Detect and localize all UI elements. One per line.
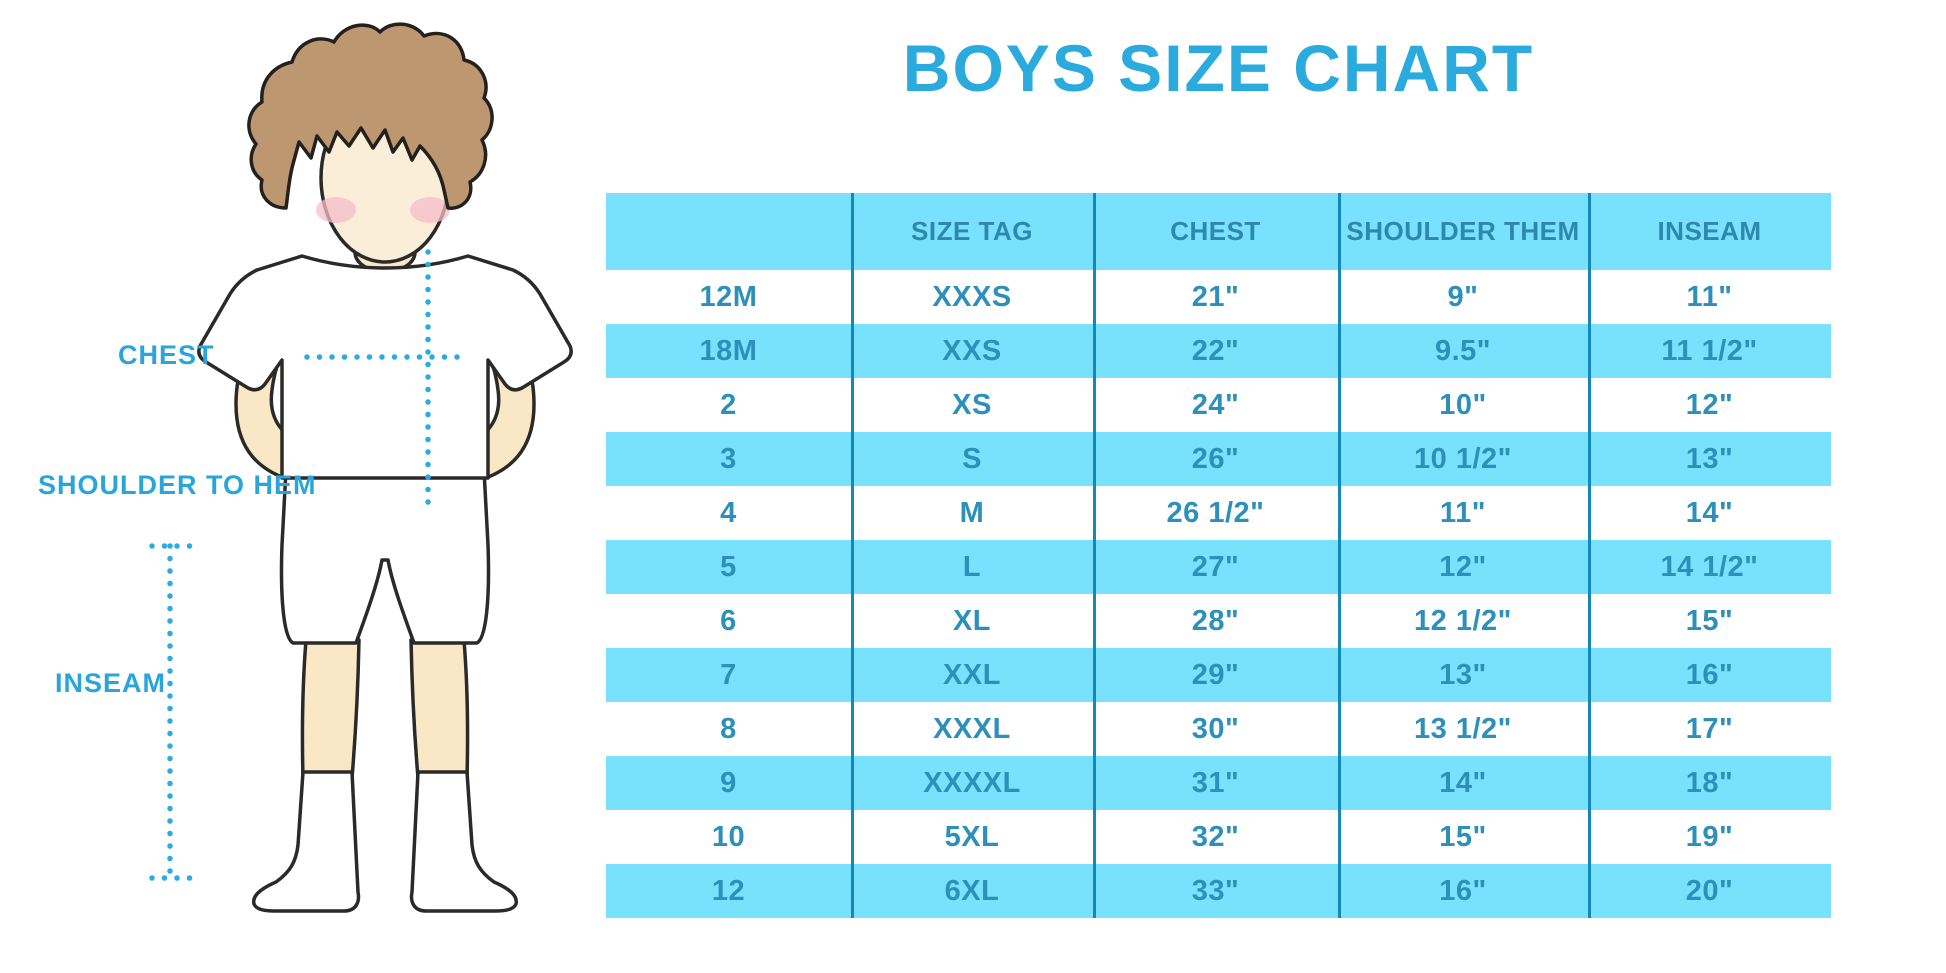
table-cell: 22" [1191,334,1240,367]
table-cell: 29" [1191,658,1240,691]
table-cell: 9 [720,766,737,799]
table-cell: 10" [1439,388,1487,421]
table-cell: 30" [1191,712,1240,745]
table-cell: M [959,496,985,529]
table-cell: 11" [1686,280,1733,313]
shorts [279,468,491,645]
shoulder-to-hem-label: SHOULDER TO HEM [38,470,317,500]
table-cell: 31" [1191,766,1240,799]
right-blush [410,197,450,223]
table-cell: 18" [1685,766,1734,799]
right-leg [409,638,470,780]
column-divider [851,193,854,918]
table-cell: 15" [1685,604,1734,637]
table-cell: 16" [1685,658,1734,691]
table-cell: 6 [720,604,737,637]
table-row: 12 6XL 33" 16" 20" [606,864,1831,918]
table-cell: 12" [1685,388,1734,421]
column-divider [1588,193,1591,918]
header-cell-inseam: INSEAM [1657,216,1762,246]
table-cell: 24" [1191,388,1240,421]
table-cell: XXL [943,658,1001,691]
table-cell: 2 [720,388,737,421]
left-leg [300,638,361,780]
chest-label: CHEST [118,340,215,370]
table-cell: 3 [720,442,737,475]
table-row: 12M XXXS 21" 9" 11" [606,270,1831,324]
table-cell: 33" [1191,874,1240,907]
table-cell: 13 1/2" [1414,712,1512,745]
table-header-row: SIZE TAG CHEST SHOULDER THEM INSEAM [606,193,1831,270]
table-cell: 10 [711,820,746,853]
table-cell: 6XL [944,874,1000,907]
table-cell: 19" [1685,820,1734,853]
table-row: 2 XS 24" 10" 12" [606,378,1831,432]
table-cell: 17" [1685,712,1734,745]
header-cell-shoulder: SHOULDER THEM [1346,216,1580,246]
table-cell: 27" [1191,550,1240,583]
table-cell: 26" [1191,442,1240,475]
table-cell: 11 1/2" [1661,334,1758,367]
table-cell: 14" [1439,766,1487,799]
table-cell: 21" [1191,280,1240,313]
table-row: 8 XXXL 30" 13 1/2" 17" [606,702,1831,756]
table-row: 6 XL 28" 12 1/2" 15" [606,594,1831,648]
table-cell: S [962,442,982,475]
table-cell: 11" [1440,496,1486,529]
table-cell: 12 1/2" [1414,604,1512,637]
table-cell: 20" [1685,874,1734,907]
table-cell: 14" [1685,496,1734,529]
table-cell: 9.5" [1434,334,1492,367]
table-cell: 5XL [944,820,1000,853]
table-cell: 32" [1191,820,1240,853]
table-cell: 12 [711,874,746,907]
table-cell: 4 [720,496,737,529]
right-sock [409,770,519,913]
left-blush [316,197,356,223]
table-row: 4 M 26 1/2" 11" 14" [606,486,1831,540]
column-divider [1338,193,1341,918]
table-cell: 7 [720,658,737,691]
table-cell: XXXL [933,712,1011,745]
hair [247,22,494,210]
table-cell: 8 [720,712,737,745]
table-cell: 28" [1191,604,1240,637]
table-cell: 12" [1439,550,1487,583]
table-row: 7 XXL 29" 13" 16" [606,648,1831,702]
column-divider [1093,193,1096,918]
table-row: 18M XXS 22" 9.5" 11 1/2" [606,324,1831,378]
table-row: 3 S 26" 10 1/2" 13" [606,432,1831,486]
table-row: 10 5XL 32" 15" 19" [606,810,1831,864]
table-cell: 18M [699,334,758,367]
inseam-label: INSEAM [55,668,167,698]
table-cell: 12M [699,280,758,313]
table-cell: 10 1/2" [1414,442,1512,475]
table-cell: 9" [1447,280,1479,313]
table-cell: 13" [1439,658,1487,691]
header-cell-size [606,193,851,270]
table-cell: 15" [1439,820,1487,853]
table-cell: 26 1/2" [1166,496,1265,529]
table-row: 5 L 27" 12" 14 1/2" [606,540,1831,594]
table-cell: XXXS [932,280,1012,313]
size-table: SIZE TAG CHEST SHOULDER THEM INSEAM 12M … [606,193,1831,918]
table-cell: L [962,550,982,583]
shirt [197,254,573,480]
table-cell: 13" [1685,442,1734,475]
boy-illustration [149,22,573,913]
page-title: BOYS SIZE CHART [902,31,1535,105]
table-cell: 5 [720,550,737,583]
header-cell-chest: CHEST [1170,216,1261,246]
table-cell: 14 1/2" [1660,550,1759,583]
table-cell: XXXXL [923,766,1021,799]
header-cell-size-tag: SIZE TAG [911,216,1033,246]
table-cell: XS [952,388,992,421]
table-cell: 16" [1439,874,1487,907]
table-cell: XXS [942,334,1002,367]
table-row: 9 XXXXL 31" 14" 18" [606,756,1831,810]
table-cell: XL [952,604,992,637]
left-sock [251,770,361,913]
